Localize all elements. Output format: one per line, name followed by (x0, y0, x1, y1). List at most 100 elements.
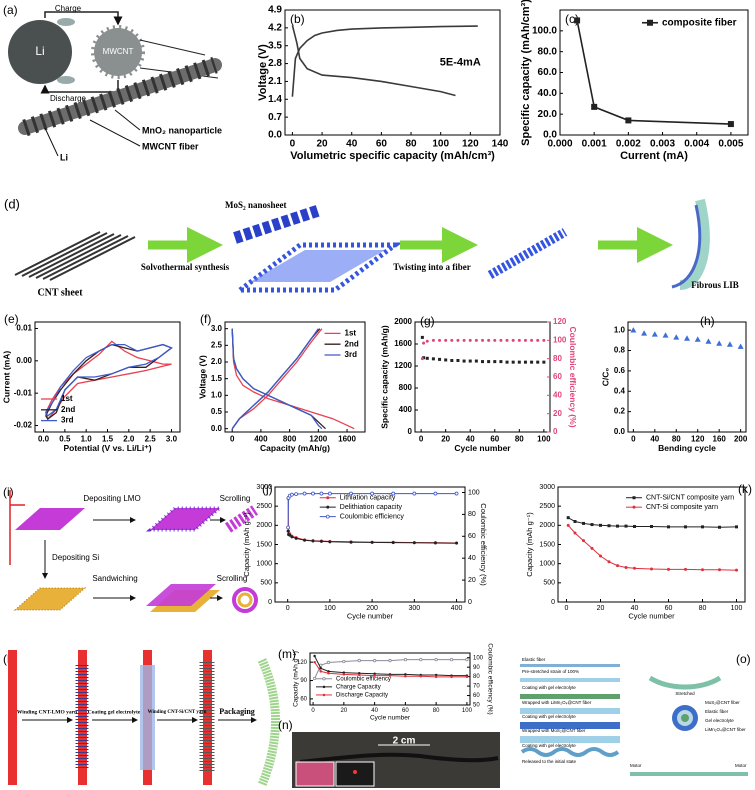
y-tick-label: 400 (399, 405, 413, 414)
y2-tick-label: 70 (473, 684, 480, 690)
photo-fiber (299, 752, 499, 764)
x-tick-label: 1.0 (81, 434, 93, 443)
y2-tick-label: 80 (473, 674, 480, 680)
marker-open-circle (372, 658, 377, 663)
y2-tick-label: 20 (553, 409, 562, 418)
x-axis-label: Current (mA) (620, 150, 688, 162)
marker-open-circle (327, 491, 332, 496)
marker-triangle (630, 327, 637, 333)
x-tick-label: 20 (341, 708, 348, 714)
diagram-text: LiMn₂O₄@CNT fiber (705, 727, 746, 732)
shape (49, 236, 136, 281)
marker-circle (370, 540, 374, 544)
marker-circle (718, 568, 721, 572)
legend-label: Coulombic efficiency (336, 676, 391, 682)
panel-l: (l) Winding CNT-LMO yarn Coating gel ele… (3, 650, 280, 787)
diagram-text: Coating gel electrolyte (88, 709, 141, 715)
y-tick-label: 0 (268, 599, 272, 606)
marker-square (523, 360, 527, 364)
marker-open-circle (349, 491, 353, 496)
diagram-text: Li (60, 152, 68, 162)
x-tick-label: 0.002 (616, 139, 641, 150)
marker-circle (391, 541, 395, 545)
si-sheet (13, 587, 87, 611)
series-line (45, 343, 173, 417)
panel-o: (o) Elastic fiber Pre-stretched strain o… (520, 652, 751, 776)
y-tick-label: 800 (399, 383, 413, 392)
shape (520, 736, 620, 743)
pointer (44, 127, 59, 157)
marker-circle (487, 338, 491, 342)
y-tick-label: 120 (297, 660, 308, 666)
y-tick-label: -0.01 (14, 388, 33, 397)
marker-triangle (705, 338, 712, 344)
y-tick-label: 1000 (256, 561, 272, 568)
marker-circle (319, 667, 323, 670)
marker-square (667, 525, 670, 529)
marker-open-circle (286, 525, 290, 530)
marker-circle (450, 338, 454, 342)
y-axis-label: C/C₀ (600, 368, 610, 387)
diagram-text: Scrolling (220, 494, 251, 503)
y-tick-label: 0.0 (614, 427, 626, 436)
y-axis-label: Capacity (mAh g⁻¹) (525, 512, 534, 577)
cnt-sheet (15, 508, 85, 530)
marker-triangle (662, 332, 669, 338)
marker-circle (288, 533, 292, 537)
y-tick-label: 0.0 (268, 130, 282, 141)
x-tick-label: 0 (631, 434, 636, 443)
x-tick-label: 0.004 (684, 139, 709, 150)
legend-label: 2nd (61, 405, 75, 414)
zoom-line (139, 39, 206, 56)
diagram-text: Sandwiching (92, 574, 137, 583)
marker-circle (327, 671, 330, 675)
x-tick-label: 40 (466, 434, 475, 443)
marker-circle (590, 546, 594, 550)
marker-circle (342, 673, 346, 676)
marker-circle (322, 693, 326, 697)
y2-tick-label: 40 (553, 390, 562, 399)
x-tick-label: 60 (490, 434, 499, 443)
marker-square (456, 359, 460, 362)
x-axis-label: Capacity (mAh/g) (260, 443, 330, 453)
marker-circle (326, 505, 330, 509)
marker-open-circle (454, 491, 459, 496)
x-tick-label: 2.5 (145, 434, 157, 443)
diagram-text: MWCNT fiber (142, 141, 199, 151)
marker-circle (450, 675, 453, 679)
marker-circle (438, 338, 442, 342)
x-tick-label: 120 (691, 434, 705, 443)
marker-circle (433, 541, 437, 545)
legend-label: CNT-Si composite yarn (646, 504, 718, 511)
marker-square (425, 356, 429, 360)
x-tick-label: 20 (597, 605, 605, 612)
marker-circle (456, 338, 460, 342)
x-tick-label: 400 (451, 605, 463, 612)
legend-label: 1st (61, 394, 73, 403)
marker-square (633, 524, 636, 528)
shape (681, 714, 689, 722)
marker-square (684, 525, 687, 529)
legend-label: 3rd (345, 350, 358, 359)
marker-circle (468, 338, 472, 342)
marker-circle (412, 541, 416, 545)
y2-axis-label: Coulombic efficiency (%) (486, 643, 493, 714)
x-tick-label: 0 (290, 139, 296, 150)
y-axis-label: Capacity (mAh g⁻¹) (293, 651, 300, 707)
marker-square (590, 523, 594, 527)
panel-label: (f) (200, 312, 211, 326)
x-tick-label: 200 (734, 434, 748, 443)
marker-circle (511, 338, 515, 342)
marker-circle (493, 338, 497, 342)
legend-label: Delithiation capacity (340, 504, 403, 511)
marker-circle (286, 529, 290, 533)
y-tick-label: 0.00 (16, 356, 32, 365)
marker-triangle (737, 343, 744, 349)
marker-circle (388, 674, 392, 677)
marker-circle (319, 539, 323, 543)
gel (140, 665, 155, 770)
y2-tick-label: 40 (468, 555, 476, 562)
y2-tick-label: 80 (468, 511, 476, 518)
y-tick-label: 0.7 (268, 112, 282, 123)
